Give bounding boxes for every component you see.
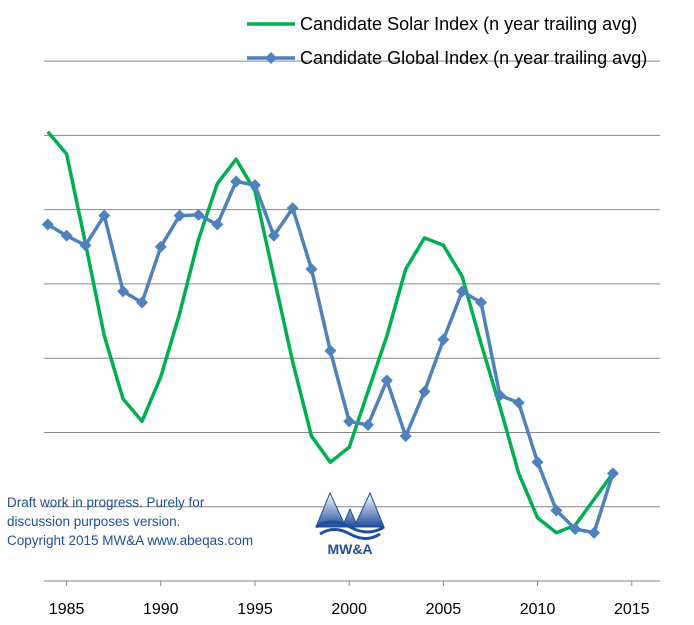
mwa-logo: MW&A [312, 487, 388, 565]
data-point [211, 218, 224, 231]
data-point [418, 385, 431, 398]
series-layer [41, 130, 619, 539]
data-point [230, 175, 243, 188]
data-point [531, 456, 544, 469]
data-point [60, 229, 73, 242]
data-point [362, 419, 375, 432]
x-tick-label: 1990 [143, 601, 179, 618]
legend-item: Candidate Solar Index (n year trailing a… [247, 14, 637, 34]
data-point [512, 396, 525, 409]
data-point [588, 526, 601, 539]
x-tick-label: 2015 [614, 601, 650, 618]
draft-note-line: Copyright 2015 MW&A www.abeqas.com [7, 533, 254, 548]
data-point [79, 239, 92, 252]
draft-note-line: discussion purposes version. [7, 514, 181, 529]
data-point [305, 263, 318, 276]
series-global [41, 175, 619, 539]
data-point [154, 240, 167, 253]
x-tick-label: 1985 [49, 601, 85, 618]
data-point [550, 504, 563, 517]
draft-note-line: Draft work in progress. Purely for [7, 495, 205, 510]
series-line [46, 179, 615, 535]
data-point [117, 285, 130, 298]
data-point [569, 523, 582, 536]
legend-label: Candidate Global Index (n year trailing … [300, 48, 647, 68]
legend-label: Candidate Solar Index (n year trailing a… [300, 14, 637, 34]
data-point [324, 344, 337, 357]
logo-text: MW&A [327, 541, 373, 557]
series-solar [46, 130, 615, 535]
legend-marker [265, 52, 277, 64]
data-point [456, 285, 469, 298]
legend: Candidate Solar Index (n year trailing a… [247, 14, 647, 68]
x-tick-label: 2010 [520, 601, 556, 618]
data-point [98, 209, 111, 222]
series-line [46, 130, 615, 535]
data-point [267, 229, 280, 242]
x-axis-ticks: 1985 1990 1995 2000 2005 2010 2015 [49, 581, 650, 618]
x-tick-label: 1995 [237, 601, 273, 618]
data-point [380, 374, 393, 387]
data-point [248, 179, 261, 192]
draft-note: Draft work in progress. Purely for discu… [7, 493, 253, 550]
x-tick-label: 2005 [426, 601, 462, 618]
data-point [475, 296, 488, 309]
mwa-logo-graphic [315, 491, 385, 540]
data-point [606, 467, 619, 480]
data-point [192, 208, 205, 221]
data-point [493, 389, 506, 402]
data-point [135, 296, 148, 309]
data-point [437, 333, 450, 346]
x-tick-label: 2000 [331, 601, 367, 618]
data-point [399, 430, 412, 443]
data-point [286, 202, 299, 215]
data-point [173, 209, 186, 222]
data-point [343, 415, 356, 428]
legend-item: Candidate Global Index (n year trailing … [247, 48, 647, 68]
data-point [41, 218, 54, 231]
